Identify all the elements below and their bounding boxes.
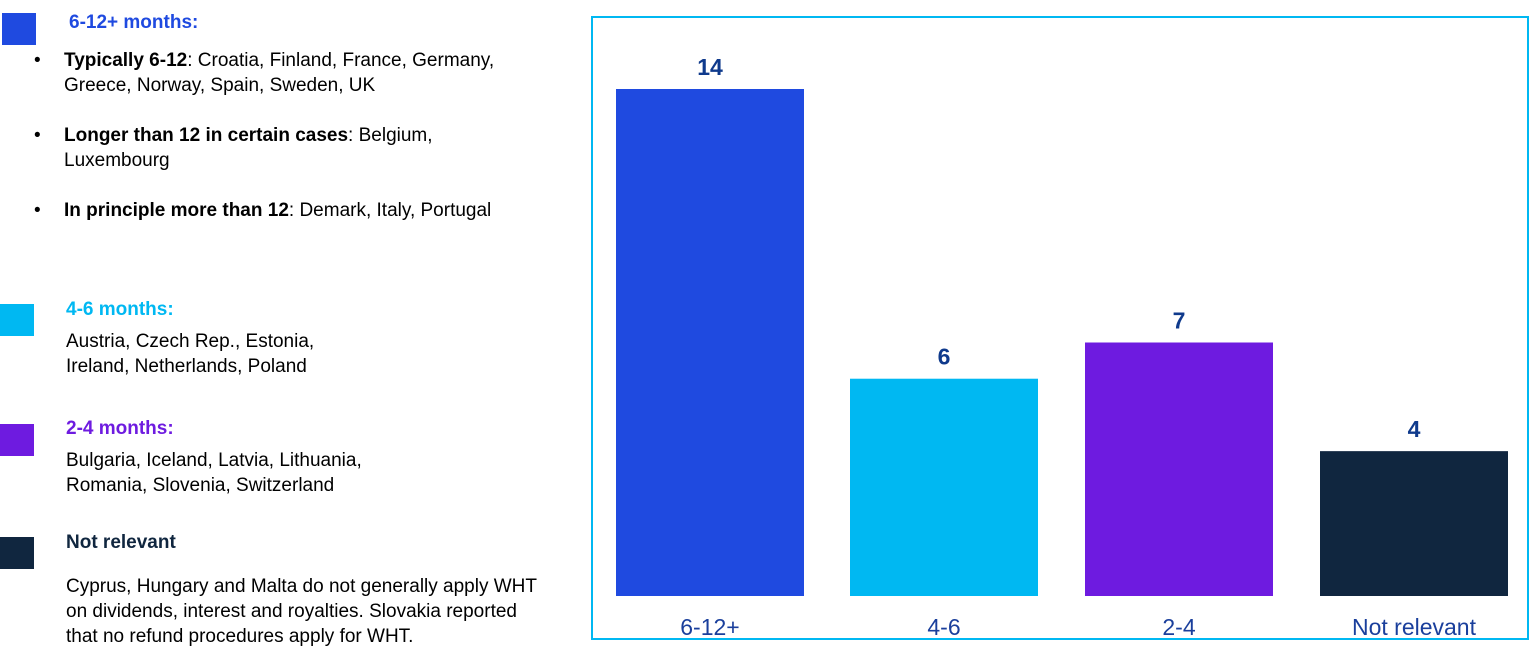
- legend-text-2-4: Bulgaria, Iceland, Latvia, Lithuania, Ro…: [66, 450, 362, 496]
- category-label-2: 4-6: [927, 614, 960, 640]
- bullet-bold: Longer than 12 in certain cases: [64, 125, 349, 146]
- legend-swatch-4-6: [0, 304, 34, 336]
- bullet-dot: •: [34, 200, 41, 221]
- legend-text-not-relevant: Cyprus, Hungary and Malta do not general…: [66, 576, 537, 647]
- bullet-text: : Belgium, Luxembourg: [64, 125, 433, 171]
- category-label-1: 6-12+: [680, 614, 739, 640]
- bullet-dot: •: [34, 125, 41, 146]
- legend-bullet-principle: • In principle more than 12: Demark, Ita…: [34, 198, 564, 223]
- category-label-3: 2-4: [1162, 614, 1195, 640]
- legend-title-2-4: 2-4 months:: [66, 418, 174, 439]
- legend-swatch-not-relevant: [0, 537, 34, 569]
- legend-bullet-typically: • Typically 6-12: Croatia, Finland, Fran…: [34, 48, 544, 98]
- bar-1: [616, 89, 804, 596]
- bullet-dot: •: [34, 50, 41, 71]
- bullet-bold: In principle more than 12: [64, 200, 289, 221]
- legend-text-4-6: Austria, Czech Rep., Estonia, Ireland, N…: [66, 331, 315, 377]
- bar-chart-frame: [591, 16, 1529, 640]
- category-label-4: Not relevant: [1352, 614, 1477, 640]
- legend-swatch-6-12: [2, 13, 36, 45]
- bar-4: [1320, 451, 1508, 596]
- bullet-text: : Demark, Italy, Portugal: [288, 200, 492, 221]
- bar-2: [850, 378, 1038, 596]
- legend-title-6-12: 6-12+ months:: [69, 12, 199, 33]
- legend-title-4-6: 4-6 months:: [66, 299, 174, 320]
- data-label-3: 7: [1173, 308, 1186, 334]
- data-label-1: 14: [697, 54, 723, 80]
- legend-title-not-relevant: Not relevant: [66, 532, 176, 553]
- data-label-4: 4: [1408, 416, 1421, 442]
- bullet-text: : Croatia, Finland, France, Germany, Gre…: [64, 50, 495, 96]
- bullet-bold: Typically 6-12: [64, 50, 188, 71]
- data-label-2: 6: [938, 344, 951, 370]
- bar-3: [1085, 342, 1273, 596]
- legend-bullet-longer: • Longer than 12 in certain cases: Belgi…: [34, 123, 524, 173]
- legend-swatch-2-4: [0, 424, 34, 456]
